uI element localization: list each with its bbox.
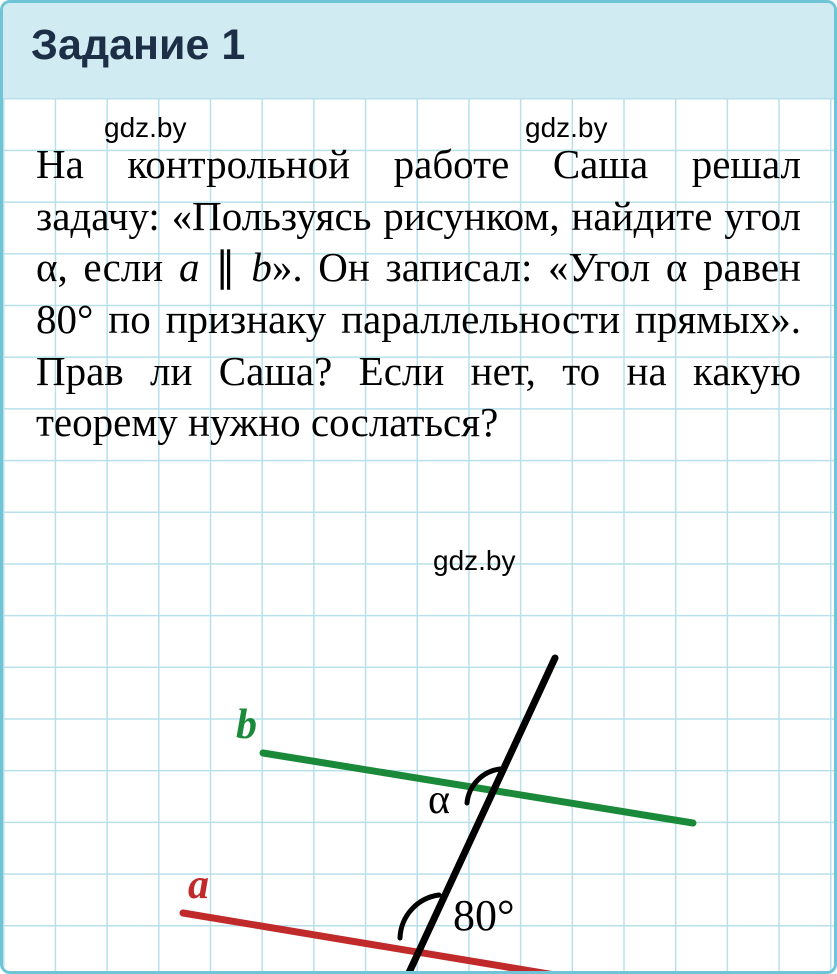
label-a: a	[188, 862, 209, 908]
parallel-symbol: ∥	[199, 244, 251, 290]
task-card: Задание 1 gdz.by gdz.by gdz.by На контро…	[0, 0, 837, 974]
line-a-symbol: a	[179, 244, 200, 290]
geometry-diagram: b a α 80°	[3, 648, 834, 974]
task-header: Задание 1	[3, 3, 834, 98]
label-alpha: α	[428, 777, 450, 823]
task-title: Задание 1	[31, 21, 806, 70]
problem-text: На контрольной работе Саша решал задачу:…	[3, 98, 834, 449]
problem-paragraph: На контрольной работе Саша решал задачу:…	[36, 139, 801, 449]
line-b	[263, 753, 693, 823]
grid-area: gdz.by gdz.by gdz.by На контрольной рабо…	[3, 98, 834, 971]
label-b: b	[236, 702, 257, 748]
diagram-svg: b a α 80°	[3, 648, 837, 974]
label-80deg: 80°	[453, 891, 515, 940]
line-a	[183, 913, 693, 974]
line-b-symbol: b	[251, 244, 272, 290]
